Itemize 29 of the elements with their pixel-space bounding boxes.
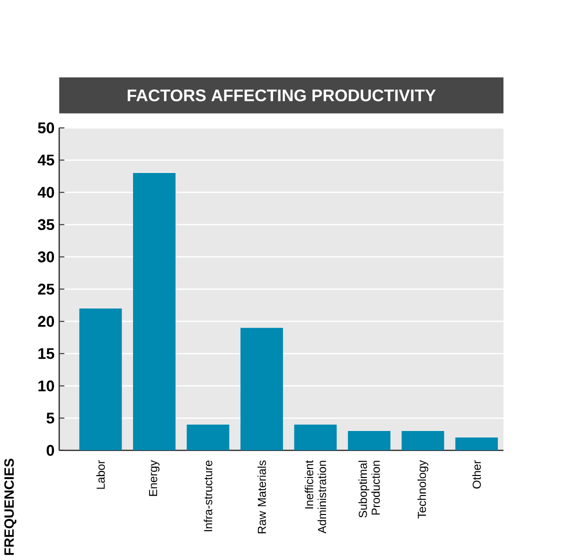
x-tick-label: Labor bbox=[96, 460, 105, 489]
bar bbox=[348, 430, 390, 450]
x-tick-label: Other bbox=[472, 460, 481, 488]
y-tick-label: 30 bbox=[38, 251, 54, 262]
y-tick-label: 10 bbox=[38, 380, 54, 392]
y-tick-label: 0 bbox=[46, 444, 54, 456]
x-tick-label: Energy bbox=[149, 460, 160, 496]
y-tick-label: 5 bbox=[46, 412, 54, 424]
y-tick-label: 15 bbox=[38, 348, 54, 359]
bar bbox=[133, 172, 176, 450]
x-tick-label: Suboptimal Production bbox=[358, 460, 380, 518]
y-tick-label: 20 bbox=[38, 316, 54, 327]
bar bbox=[240, 328, 283, 450]
bar bbox=[294, 424, 337, 450]
y-tick-label: 45 bbox=[38, 154, 54, 166]
y-tick-label: 40 bbox=[38, 186, 54, 198]
bar bbox=[186, 424, 230, 450]
x-tick-label: Infra-structure bbox=[204, 460, 212, 532]
y-tick-label: 35 bbox=[38, 219, 54, 230]
x-tick-label: Inefficient Administration bbox=[304, 460, 326, 534]
bar bbox=[455, 437, 498, 450]
y-axis-title: FREQUENCIES bbox=[4, 458, 16, 555]
x-tick-label: Technology bbox=[417, 460, 428, 518]
y-tick-label: 50 bbox=[38, 122, 54, 134]
y-tick-label: 25 bbox=[38, 284, 54, 295]
chart-title: FACTORS AFFECTING PRODUCTIVITY bbox=[128, 89, 436, 102]
bar bbox=[402, 430, 444, 450]
x-tick-label: Raw Materials bbox=[257, 460, 266, 534]
bar bbox=[79, 308, 122, 450]
